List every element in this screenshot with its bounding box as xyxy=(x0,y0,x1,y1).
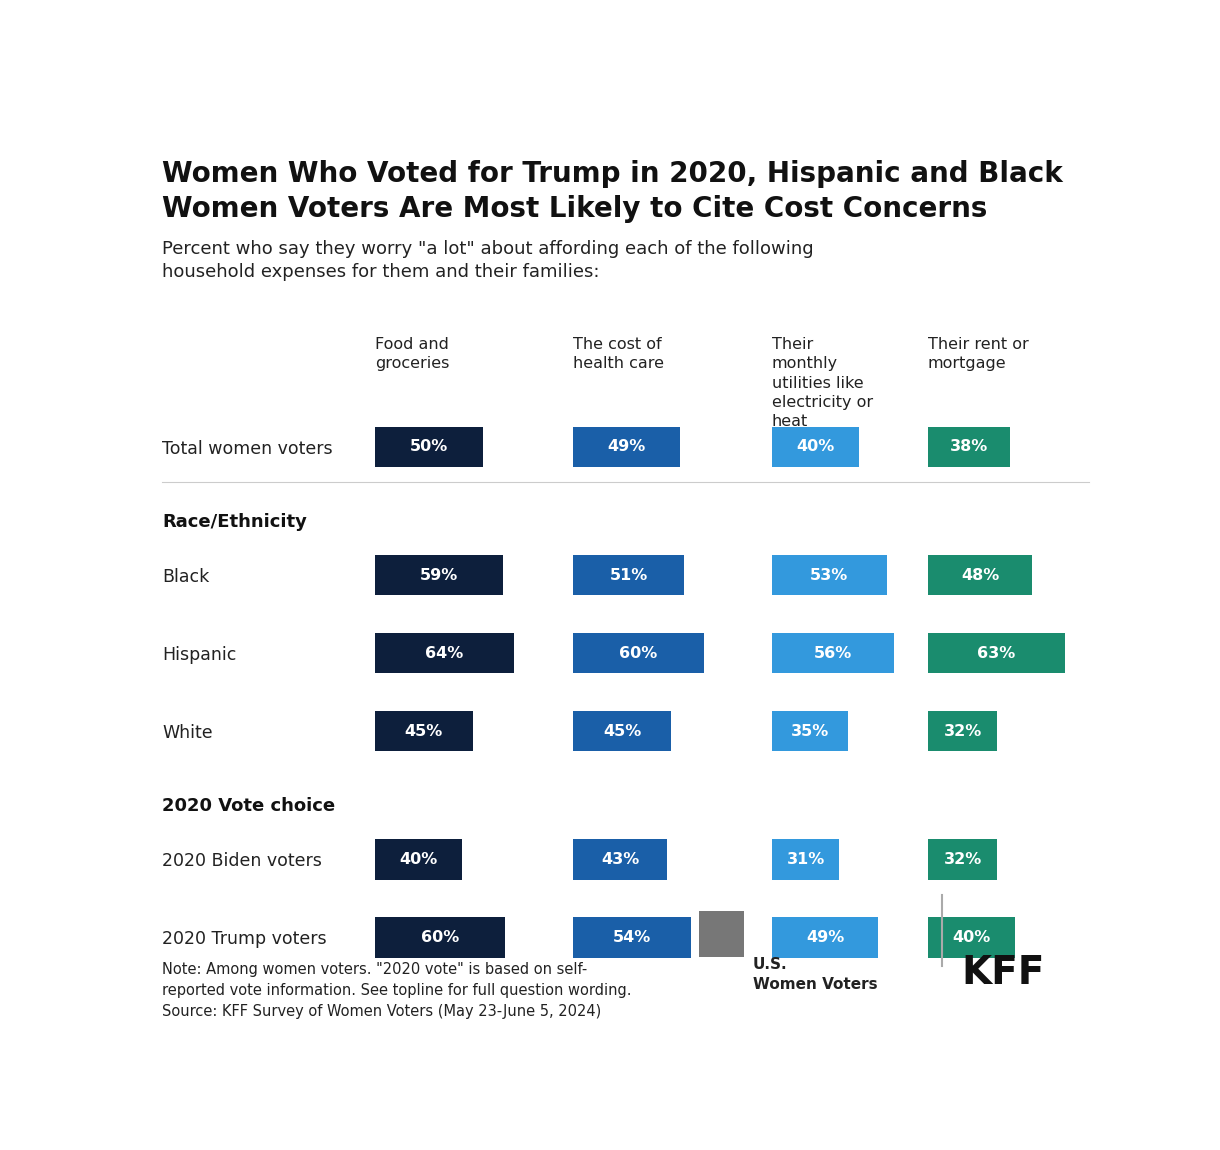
Text: Black: Black xyxy=(162,568,209,586)
Text: 45%: 45% xyxy=(603,723,642,738)
Bar xyxy=(375,711,472,751)
Text: 43%: 43% xyxy=(601,852,639,867)
Bar xyxy=(375,632,514,674)
Text: Food and
groceries: Food and groceries xyxy=(375,337,449,371)
Text: 49%: 49% xyxy=(608,439,645,454)
Text: 2020 Biden voters: 2020 Biden voters xyxy=(162,852,322,871)
Bar xyxy=(375,555,503,596)
Text: Percent who say they worry "a lot" about affording each of the following
househo: Percent who say they worry "a lot" about… xyxy=(162,240,814,282)
Text: 40%: 40% xyxy=(797,439,834,454)
Bar xyxy=(927,917,1015,958)
Text: Their
monthly
utilities like
electricity or
heat: Their monthly utilities like electricity… xyxy=(772,337,874,429)
Bar xyxy=(699,911,744,957)
Text: 49%: 49% xyxy=(806,930,844,945)
Bar xyxy=(927,711,998,751)
Text: 32%: 32% xyxy=(943,723,982,738)
Text: 56%: 56% xyxy=(814,645,852,660)
Text: 48%: 48% xyxy=(961,568,999,583)
Bar xyxy=(927,840,998,880)
Text: 60%: 60% xyxy=(620,645,658,660)
Text: 51%: 51% xyxy=(610,568,648,583)
Bar xyxy=(573,632,704,674)
Text: U.S.
Women Voters: U.S. Women Voters xyxy=(753,957,877,992)
Text: 64%: 64% xyxy=(425,645,464,660)
Bar xyxy=(772,632,893,674)
Text: The cost of
health care: The cost of health care xyxy=(573,337,664,371)
Bar xyxy=(772,917,878,958)
Bar xyxy=(573,555,684,596)
Bar xyxy=(927,555,1032,596)
Text: Their rent or
mortgage: Their rent or mortgage xyxy=(927,337,1028,371)
Text: Total women voters: Total women voters xyxy=(162,439,333,458)
Bar xyxy=(772,711,848,751)
Text: 40%: 40% xyxy=(399,852,437,867)
Bar xyxy=(573,840,667,880)
Text: 54%: 54% xyxy=(612,930,651,945)
Bar xyxy=(375,917,505,958)
Bar xyxy=(573,427,680,467)
Text: KFF: KFF xyxy=(961,954,1044,992)
Text: Race/Ethnicity: Race/Ethnicity xyxy=(162,513,307,530)
Text: Women Who Voted for Trump in 2020, Hispanic and Black
Women Voters Are Most Like: Women Who Voted for Trump in 2020, Hispa… xyxy=(162,160,1063,223)
Text: 50%: 50% xyxy=(410,439,448,454)
Text: 53%: 53% xyxy=(810,568,849,583)
Text: 60%: 60% xyxy=(421,930,459,945)
Text: 31%: 31% xyxy=(787,852,825,867)
Bar xyxy=(375,427,483,467)
Text: 2020 Vote choice: 2020 Vote choice xyxy=(162,797,336,815)
Text: 38%: 38% xyxy=(950,439,988,454)
Text: 40%: 40% xyxy=(952,930,991,945)
Text: 35%: 35% xyxy=(791,723,828,738)
Bar xyxy=(927,632,1065,674)
Bar xyxy=(573,917,691,958)
Text: 45%: 45% xyxy=(405,723,443,738)
Text: White: White xyxy=(162,724,212,742)
Bar xyxy=(573,711,671,751)
Bar xyxy=(772,555,887,596)
Text: 32%: 32% xyxy=(943,852,982,867)
Text: 2020 Trump voters: 2020 Trump voters xyxy=(162,930,327,949)
Text: 59%: 59% xyxy=(420,568,458,583)
Text: Note: Among women voters. "2020 vote" is based on self-
reported vote informatio: Note: Among women voters. "2020 vote" is… xyxy=(162,961,632,1019)
Text: 63%: 63% xyxy=(977,645,1015,660)
Bar xyxy=(375,840,461,880)
Bar xyxy=(772,427,859,467)
Bar xyxy=(927,427,1010,467)
Text: Hispanic: Hispanic xyxy=(162,646,237,665)
Bar xyxy=(772,840,839,880)
